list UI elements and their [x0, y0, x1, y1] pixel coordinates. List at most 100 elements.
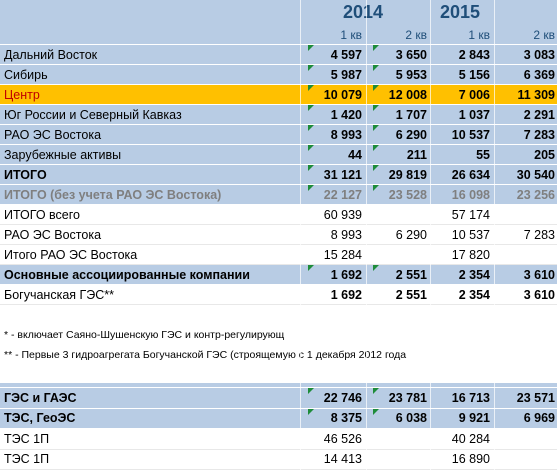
cell-value: 26 634: [451, 167, 490, 182]
comment-marker: [373, 408, 379, 415]
cell-value: 1 692: [330, 287, 362, 302]
cell-value: 2 354: [458, 267, 490, 282]
table-row: ТЭС, ГеоЭС 8 375 6 038 9 921 6 969: [0, 408, 557, 429]
cell-value: 6 038: [395, 411, 427, 426]
row-label: ИТОГО всего: [4, 207, 80, 222]
cell-value: 8 993: [330, 127, 362, 142]
row-label: РАО ЭС Востока: [4, 227, 102, 242]
cell-value: 6 290: [395, 227, 427, 242]
table-row: Центр 10 079 12 008 7 006 11 309: [0, 85, 557, 105]
row-label: Сибирь: [4, 67, 48, 82]
cell-value: 10 537: [451, 127, 490, 142]
cell-value: 44: [348, 147, 362, 162]
cell-value: 57 174: [451, 207, 490, 222]
table-row: ТЭС 1П 14 413 16 890: [0, 449, 557, 470]
table-row: ТЭС 1П 46 526 40 284: [0, 429, 557, 450]
comment-marker: [373, 45, 379, 51]
quarter-label: 2 кв: [405, 27, 427, 42]
table-row: РАО ЭС Востока 8 993 6 290 10 537 7 283: [0, 225, 557, 245]
cell-value: 8 375: [330, 411, 362, 426]
row-label: ТЭС 1П: [4, 431, 50, 446]
row-label: РАО ЭС Востока: [4, 127, 102, 142]
cell-value: 5 953: [395, 67, 427, 82]
cell-value: 55: [476, 147, 490, 162]
table-row: Зарубежные активы 44 211 55 205: [0, 145, 557, 165]
row-label: ИТОГО (без учета РАО ЭС Востока): [4, 187, 222, 202]
cell-value: 1 420: [330, 107, 362, 122]
table-row: Сибирь 5 987 5 953 5 156 6 369: [0, 65, 557, 85]
cell-value: 46 526: [323, 431, 362, 446]
cell-value: 60 939: [323, 207, 362, 222]
table-row: ИТОГО 31 121 29 819 26 634 30 540: [0, 165, 557, 185]
cell-value: 5 156: [458, 67, 490, 82]
row-label: ТЭС 1П: [4, 452, 50, 467]
row-label: ГЭС и ГАЭС: [4, 390, 77, 405]
cell-value: 5 987: [330, 67, 362, 82]
cell-value: 3 083: [523, 47, 555, 62]
comment-marker: [308, 145, 314, 151]
row-label: Итого РАО ЭС Востока: [4, 247, 138, 262]
comment-marker: [308, 125, 314, 131]
row-label: Дальний Восток: [4, 47, 98, 62]
cell-value: 17 820: [451, 247, 490, 262]
spacer-band: [0, 383, 557, 388]
cell-value: 6 369: [523, 67, 555, 82]
quarter-row: 1 кв 2 кв 1 кв 2 кв: [0, 25, 557, 45]
cell-value: 2 843: [458, 47, 490, 62]
table-row: Итого РАО ЭС Востока 15 284 17 820: [0, 245, 557, 265]
comment-marker: [373, 105, 379, 111]
cell-value: 40 284: [451, 431, 490, 446]
comment-marker: [308, 65, 314, 71]
cell-value: 2 551: [395, 267, 427, 282]
comment-marker: [373, 165, 379, 171]
comment-marker: [373, 85, 379, 91]
cell-value: 3 610: [523, 267, 555, 282]
cell-value: 14 413: [323, 452, 362, 467]
comment-marker: [308, 408, 314, 415]
cell-value: 31 121: [323, 167, 362, 182]
cell-value: 3 610: [523, 287, 555, 302]
cell-value: 10 537: [451, 227, 490, 242]
cell-value: 10 079: [323, 87, 362, 102]
comment-marker: [373, 388, 379, 394]
cell-value: 22 127: [323, 187, 362, 202]
cell-value: 1 707: [395, 107, 427, 122]
row-label: Центр: [4, 87, 40, 102]
cell-value: 1 692: [330, 267, 362, 282]
cell-value: 7 283: [523, 127, 555, 142]
column-separator: [366, 0, 367, 470]
column-separator: [300, 0, 301, 470]
comment-marker: [373, 65, 379, 71]
year-label: 2015: [440, 2, 481, 22]
table-row: Богучанская ГЭС** 1 692 2 551 2 354 3 610: [0, 285, 557, 305]
cell-value: 211: [406, 147, 427, 162]
comment-marker: [308, 105, 314, 111]
table-row: Основные ассоциированные компании 1 692 2 …: [0, 265, 557, 285]
cell-value: 11 309: [517, 87, 555, 102]
cell-value: 29 819: [388, 167, 427, 182]
quarter-label: 1 кв: [340, 27, 362, 42]
comment-marker: [308, 388, 314, 394]
column-separator: [430, 0, 431, 470]
row-label: Юг России и Северный Кавказ: [4, 107, 182, 122]
cell-value: 3 650: [395, 47, 427, 62]
cell-value: 23 256: [516, 187, 555, 202]
row-label: Основные ассоциированные компании: [4, 267, 250, 282]
table-row: ИТОГО всего 60 939 57 174: [0, 205, 557, 225]
cell-value: 205: [534, 147, 555, 162]
row-label: Богучанская ГЭС**: [4, 287, 115, 302]
cell-value: 6 969: [523, 411, 555, 426]
cell-value: 16 890: [451, 452, 490, 467]
cell-value: 7 283: [523, 227, 555, 242]
footnote: * - включает Саяно-Шушенскую ГЭС и контр…: [4, 329, 285, 341]
cell-value: 2 291: [523, 107, 555, 122]
column-separator: [494, 0, 495, 470]
cell-value: 2 551: [395, 287, 427, 302]
table-row: Дальний Восток 4 597 3 650 2 843 3 083: [0, 45, 557, 65]
comment-marker: [373, 145, 379, 151]
cell-value: 1 037: [458, 107, 490, 122]
table-row: ГЭС и ГАЭС 22 746 23 781 16 713 23 571: [0, 388, 557, 409]
cell-value: 7 006: [458, 87, 490, 102]
cell-value: 9 921: [458, 411, 490, 426]
